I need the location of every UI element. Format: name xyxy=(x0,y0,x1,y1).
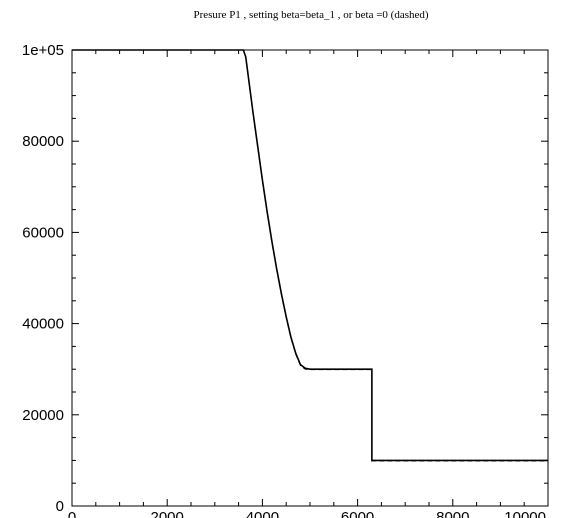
y-tick-label: 0 xyxy=(56,498,64,515)
y-tick-label: 40000 xyxy=(22,316,64,333)
plot-frame xyxy=(71,49,549,507)
x-tick-label: 10000 xyxy=(504,509,546,518)
series-line-solid xyxy=(72,49,548,462)
x-tick-label: 0 xyxy=(68,509,76,518)
series-line-dashed xyxy=(72,49,548,462)
x-tick-label: 4000 xyxy=(246,509,279,518)
x-tick-label: 2000 xyxy=(151,509,184,518)
axis-tick-labels: 0 20000 40000 60000 80000 1e+05 0 2000 4000 6000 8… xyxy=(22,42,546,518)
x-tick-label: 6000 xyxy=(341,509,374,518)
axis-ticks xyxy=(71,49,549,507)
y-tick-label: 80000 xyxy=(22,133,64,150)
x-tick-label: 8000 xyxy=(436,509,469,518)
y-tick-label: 1e+05 xyxy=(22,42,64,59)
series-lines xyxy=(72,49,548,462)
chart-title: Presure P1 , setting beta=beta_1 , or be… xyxy=(193,9,428,21)
y-tick-label: 60000 xyxy=(22,224,64,241)
y-tick-label: 20000 xyxy=(22,407,64,424)
